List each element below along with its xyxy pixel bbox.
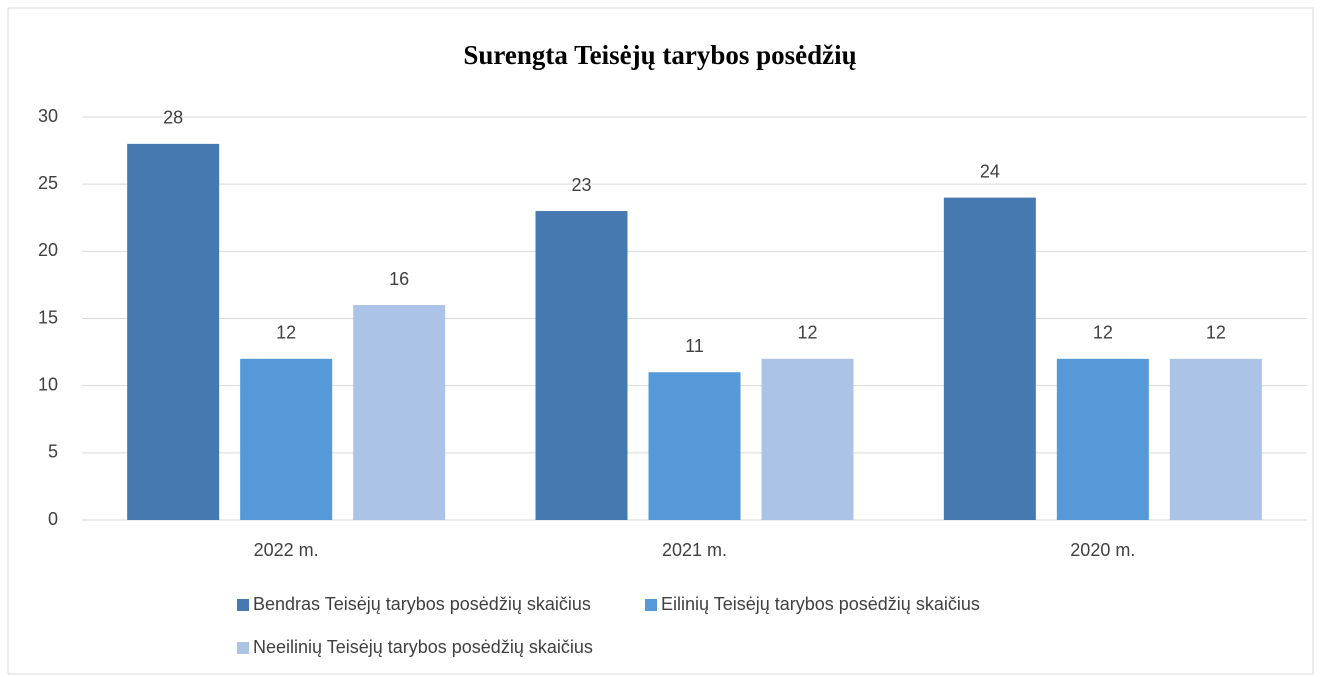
data-label: 23 [571, 175, 591, 195]
legend-marker [237, 599, 249, 611]
bar [1056, 358, 1149, 520]
legend-label: Bendras Teisėjų tarybos posėdžių skaičiu… [253, 594, 591, 614]
y-tick-label: 0 [48, 509, 58, 529]
bar [943, 197, 1036, 520]
bar [353, 305, 446, 520]
bar [535, 211, 628, 521]
data-label: 28 [163, 108, 183, 128]
x-tick-label: 2021 m. [662, 540, 727, 560]
data-label: 24 [980, 161, 1000, 181]
y-tick-label: 5 [48, 442, 58, 462]
chart-border [7, 7, 1314, 675]
y-tick-label: 10 [38, 374, 58, 394]
y-tick-label: 25 [38, 173, 58, 193]
data-label: 12 [797, 323, 817, 343]
bar [240, 358, 333, 520]
legend-marker [237, 642, 249, 654]
x-tick-label: 2020 m. [1070, 540, 1135, 560]
legend-label: Neeilinių Teisėjų tarybos posėdžių skaič… [253, 637, 593, 657]
chart-title: Surengta Teisėjų tarybos posėdžių [463, 40, 856, 70]
x-tick-label: 2022 m. [254, 540, 319, 560]
data-label: 12 [276, 323, 296, 343]
data-label: 12 [1206, 323, 1226, 343]
legend-label: Eilinių Teisėjų tarybos posėdžių skaičiu… [661, 594, 980, 614]
y-tick-label: 30 [38, 106, 58, 126]
bar [648, 372, 741, 520]
data-label: 11 [685, 336, 704, 356]
bar [127, 143, 220, 520]
y-tick-label: 15 [38, 307, 58, 327]
y-tick-label: 20 [38, 240, 58, 260]
bar [1169, 358, 1262, 520]
data-label: 16 [389, 269, 409, 289]
bar [761, 358, 854, 520]
data-label: 12 [1093, 323, 1113, 343]
legend-marker [645, 599, 657, 611]
